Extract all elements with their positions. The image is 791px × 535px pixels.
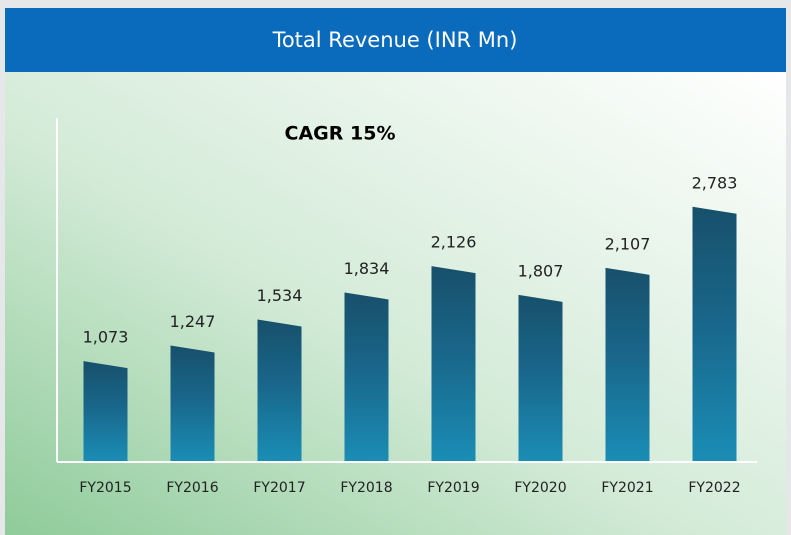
bar [431, 266, 476, 461]
bar [344, 292, 389, 461]
bar [83, 361, 128, 461]
value-label: 1,534 [257, 286, 303, 305]
value-label: 2,783 [692, 173, 738, 192]
value-label: 2,107 [605, 234, 651, 253]
bar [518, 294, 563, 461]
chart-title: Total Revenue (INR Mn) [272, 28, 518, 52]
title-bar [5, 8, 786, 72]
x-tick-label: FY2015 [79, 480, 131, 496]
x-tick-label: FY2020 [514, 480, 566, 496]
value-label: 1,834 [344, 259, 390, 278]
value-label: 1,247 [170, 312, 216, 331]
value-label: 1,807 [518, 261, 564, 280]
bar [605, 267, 650, 461]
plot-background [5, 72, 786, 535]
x-tick-label: FY2019 [427, 480, 479, 496]
bar [257, 319, 302, 461]
x-tick-label: FY2017 [253, 480, 305, 496]
bar [170, 345, 215, 461]
value-label: 2,126 [431, 233, 477, 252]
annotation: CAGR 15% [285, 123, 396, 145]
value-label: 1,073 [83, 328, 129, 347]
x-tick-label: FY2021 [601, 480, 653, 496]
x-tick-label: FY2016 [166, 480, 218, 496]
x-tick-label: FY2018 [340, 480, 392, 496]
bar [692, 206, 737, 461]
x-tick-label: FY2022 [688, 480, 740, 496]
